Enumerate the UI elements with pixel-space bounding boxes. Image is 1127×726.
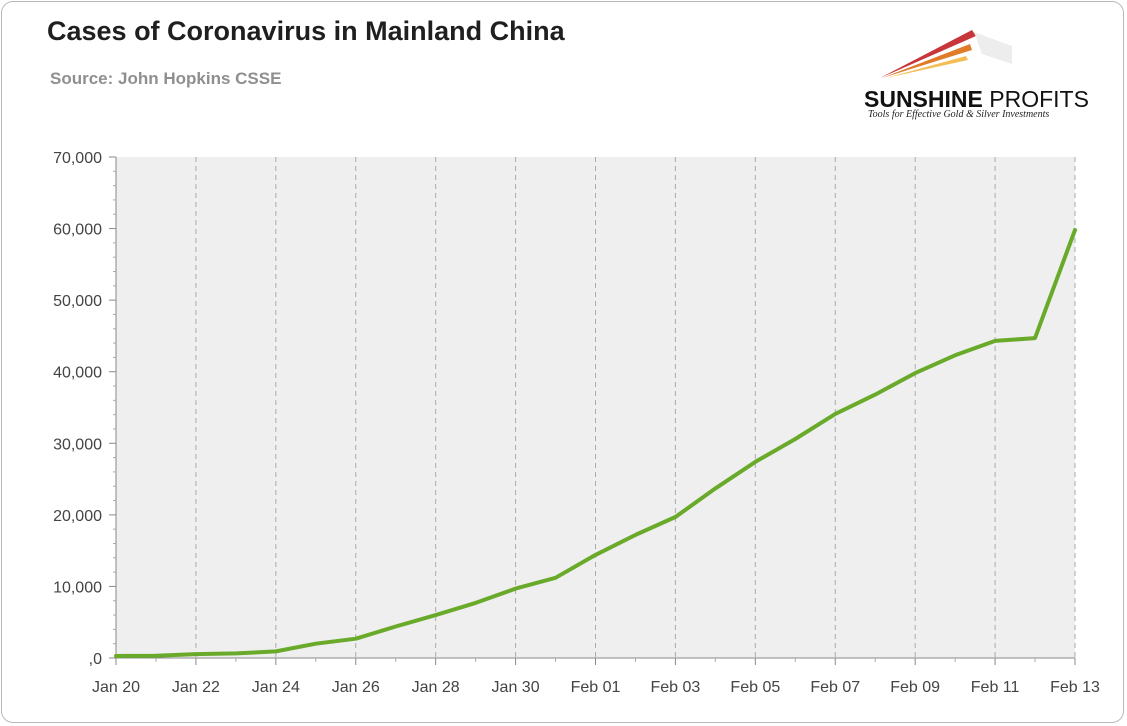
- y-tick-label: ,0: [89, 651, 102, 668]
- x-tick-label: Jan 28: [412, 679, 460, 696]
- y-tick-label: 70,000: [53, 150, 102, 167]
- y-tick-label: 40,000: [53, 365, 102, 382]
- x-tick-label: Jan 24: [252, 679, 300, 696]
- x-tick-label: Feb 03: [651, 679, 701, 696]
- x-tick-label: Jan 26: [332, 679, 380, 696]
- logo-name: SUNSHINE PROFITS: [864, 86, 1089, 112]
- y-axis-ticks: ,0 10,000 20,000 30,000 40,000 50,000 60,000 70…: [53, 150, 116, 668]
- y-tick-label: 20,000: [53, 508, 102, 525]
- x-axis-ticks: Jan 20 Jan 22 Jan 24 Jan 26 Jan 28 Jan 30 Feb …: [92, 658, 1100, 696]
- x-tick-label: Feb 07: [810, 679, 860, 696]
- logo-tagline: Tools for Effective Gold & Silver Invest…: [868, 109, 1050, 120]
- x-tick-label: Feb 11: [971, 679, 1020, 696]
- y-tick-label: 10,000: [53, 579, 102, 596]
- sunshine-profits-logo-icon: [880, 30, 1012, 78]
- y-tick-label: 30,000: [53, 436, 102, 453]
- x-tick-label: Feb 13: [1050, 679, 1100, 696]
- y-tick-label: 50,000: [53, 293, 102, 310]
- x-tick-label: Jan 20: [92, 679, 140, 696]
- x-tick-label: Jan 30: [492, 679, 540, 696]
- x-tick-label: Feb 09: [890, 679, 940, 696]
- y-tick-label: 60,000: [53, 222, 102, 239]
- grid-lines: [195, 157, 1076, 658]
- x-tick-label: Feb 05: [730, 679, 780, 696]
- chart-subtitle: Source: John Hopkins CSSE: [50, 69, 282, 88]
- x-tick-label: Jan 22: [172, 679, 220, 696]
- x-tick-label: Feb 01: [571, 679, 621, 696]
- chart-title: Cases of Coronavirus in Mainland China: [47, 16, 565, 46]
- series-line-cases: [114, 228, 1077, 658]
